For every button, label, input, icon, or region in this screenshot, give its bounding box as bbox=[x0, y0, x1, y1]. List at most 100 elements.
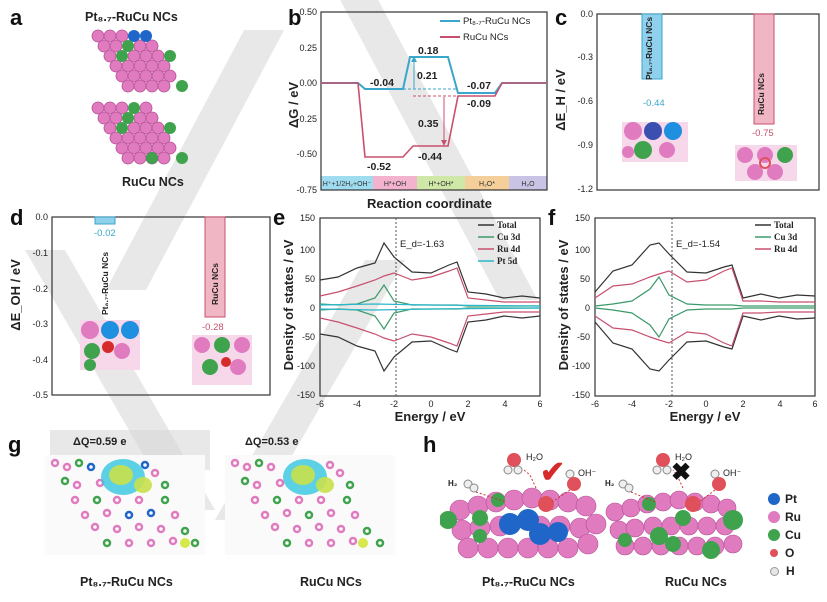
svg-text:0.21: 0.21 bbox=[417, 70, 438, 82]
svg-text:RuCu NCs: RuCu NCs bbox=[463, 32, 509, 43]
svg-text:Pt₈.₇-RuCu NCs: Pt₈.₇-RuCu NCs bbox=[463, 16, 531, 27]
svg-text:-0.5: -0.5 bbox=[32, 390, 48, 400]
panel-d-eoh-chart: ΔE_OH / eV 0.0 -0.1 -0.2 -0.3 -0.4 -0.5 … bbox=[8, 212, 271, 400]
panel-b-ylabel: ΔG / eV bbox=[286, 82, 301, 129]
series-rucu bbox=[321, 82, 547, 158]
slab-rucu bbox=[605, 490, 743, 559]
svg-text:-0.4: -0.4 bbox=[32, 355, 48, 365]
svg-text:6: 6 bbox=[812, 399, 817, 409]
svg-text:RuCu NCs: RuCu NCs bbox=[756, 73, 766, 115]
panel-d-structure-pt bbox=[80, 320, 140, 371]
svg-text:-4: -4 bbox=[628, 399, 636, 409]
panel-c-structure-pt bbox=[622, 122, 688, 162]
svg-text:6: 6 bbox=[537, 399, 542, 409]
bar-pt-rucu bbox=[641, 13, 663, 80]
series-cu-down bbox=[594, 307, 815, 339]
series-total-up bbox=[319, 241, 541, 299]
svg-text:-6: -6 bbox=[591, 399, 599, 409]
panel-e-xlabel: Energy / eV bbox=[395, 409, 466, 424]
panel-b-annotations: -0.04 0.18 0.21 -0.07 -0.09 0.35 -0.52 -… bbox=[367, 45, 491, 173]
svg-text:0.18: 0.18 bbox=[418, 45, 439, 57]
panel-e-ylabel: Density of states / eV bbox=[281, 239, 296, 370]
bar-value-rucu: -0.28 bbox=[202, 322, 224, 333]
svg-text:4: 4 bbox=[777, 399, 782, 409]
svg-text:OH⁻: OH⁻ bbox=[723, 468, 742, 478]
bar-pt-rucu bbox=[94, 216, 116, 225]
series-ru-up bbox=[594, 267, 815, 303]
panel-c-ylabel: ΔE_H / eV bbox=[553, 69, 568, 131]
check-mark-icon: ✔ bbox=[540, 456, 565, 489]
svg-text:0: 0 bbox=[703, 399, 708, 409]
series-pt-up bbox=[319, 303, 541, 307]
panel-label-f: f bbox=[548, 205, 556, 230]
svg-text:-150: -150 bbox=[572, 390, 590, 400]
svg-text:0.0: 0.0 bbox=[580, 9, 593, 19]
h2-label: H₂ bbox=[448, 479, 458, 488]
svg-text:-0.3: -0.3 bbox=[32, 319, 48, 329]
svg-text:50: 50 bbox=[580, 274, 590, 284]
panel-b-category-bands bbox=[321, 176, 547, 190]
series-cu-up bbox=[319, 283, 540, 307]
cross-mark-icon: ✖ bbox=[671, 459, 691, 486]
panel-d-ylabel: ΔE_OH / eV bbox=[8, 259, 23, 331]
svg-text:Pt 5d: Pt 5d bbox=[497, 256, 517, 266]
svg-text:4: 4 bbox=[502, 399, 507, 409]
svg-text:-0.6: -0.6 bbox=[577, 96, 593, 106]
panel-g-charge-density-left bbox=[45, 455, 205, 555]
svg-text:Cu 3d: Cu 3d bbox=[497, 232, 520, 242]
bar-rucu bbox=[753, 13, 775, 125]
svg-text:2: 2 bbox=[740, 399, 745, 409]
svg-text:Ru 4d: Ru 4d bbox=[497, 244, 520, 254]
series-total-down bbox=[594, 315, 816, 372]
svg-text:Cu 3d: Cu 3d bbox=[774, 232, 797, 242]
series-total-down bbox=[319, 315, 541, 373]
panel-f-xlabel: Energy / eV bbox=[670, 409, 741, 424]
svg-text:0.00: 0.00 bbox=[299, 78, 317, 88]
category-label: H*+OH bbox=[384, 181, 406, 188]
series-pt-down bbox=[319, 307, 541, 311]
svg-text:H₂: H₂ bbox=[605, 479, 615, 488]
svg-text:RuCu NCs: RuCu NCs bbox=[210, 263, 220, 305]
ru-atom-icon bbox=[768, 511, 780, 523]
svg-text:0.25: 0.25 bbox=[299, 43, 317, 53]
panel-b-yticks: 0.50 0.25 0.00 -0.25 -0.50 -0.75 bbox=[296, 7, 317, 195]
oh-label: OH⁻ bbox=[578, 468, 597, 478]
panel-label-d: d bbox=[10, 205, 24, 230]
panel-h-legend: Pt Ru Cu O H bbox=[768, 490, 801, 580]
o-atom-icon bbox=[770, 549, 778, 557]
svg-text:-0.75: -0.75 bbox=[296, 185, 317, 195]
svg-text:0.35: 0.35 bbox=[418, 118, 439, 130]
svg-text:Pt₈.₇-RuCu NCs: Pt₈.₇-RuCu NCs bbox=[100, 252, 110, 315]
svg-text:Total: Total bbox=[774, 220, 794, 230]
series-cu-down bbox=[319, 307, 540, 331]
svg-text:-0.44: -0.44 bbox=[418, 151, 442, 163]
panel-d-structure-rucu bbox=[192, 335, 252, 385]
svg-text:-2: -2 bbox=[390, 399, 398, 409]
svg-text:-0.1: -0.1 bbox=[32, 248, 48, 258]
svg-text:-1.2: -1.2 bbox=[577, 184, 593, 194]
svg-text:H₂O: H₂O bbox=[675, 452, 692, 462]
panel-g-right-caption: RuCu NCs bbox=[300, 575, 362, 589]
svg-text:100: 100 bbox=[300, 245, 315, 255]
svg-text:Ru 4d: Ru 4d bbox=[774, 244, 797, 254]
panel-b-gibbs-chart: ΔG / eV 0.50 0.25 0.00 -0.25 -0.50 -0.75… bbox=[286, 7, 548, 195]
panel-g-left-caption: Pt₈.₇-RuCu NCs bbox=[80, 575, 173, 589]
bar-value-pt: -0.44 bbox=[643, 98, 665, 109]
panel-b-legend: Pt₈.₇-RuCu NCs RuCu NCs bbox=[440, 16, 531, 43]
panel-f-legend: Total Cu 3d Ru 4d bbox=[755, 220, 797, 254]
atom-lattice-top bbox=[91, 29, 188, 93]
cu-atom-icon bbox=[768, 529, 780, 541]
svg-text:-50: -50 bbox=[577, 332, 590, 342]
slab-pt-rucu bbox=[440, 487, 607, 559]
d-band-center-label: E_d=-1.63 bbox=[400, 239, 444, 250]
panel-h-mechanism-left: H₂O H₂ OH⁻ ✔ bbox=[440, 452, 607, 559]
svg-text:-0.50: -0.50 bbox=[296, 149, 317, 159]
category-label: H₂O* bbox=[479, 181, 495, 188]
svg-text:2: 2 bbox=[465, 399, 470, 409]
d-band-center-label: E_d=-1.54 bbox=[676, 239, 720, 250]
svg-text:0.50: 0.50 bbox=[299, 7, 317, 17]
svg-text:50: 50 bbox=[305, 274, 315, 284]
panel-label-a: a bbox=[10, 5, 23, 30]
svg-text:Total: Total bbox=[497, 220, 517, 230]
svg-text:-0.25: -0.25 bbox=[296, 114, 317, 124]
